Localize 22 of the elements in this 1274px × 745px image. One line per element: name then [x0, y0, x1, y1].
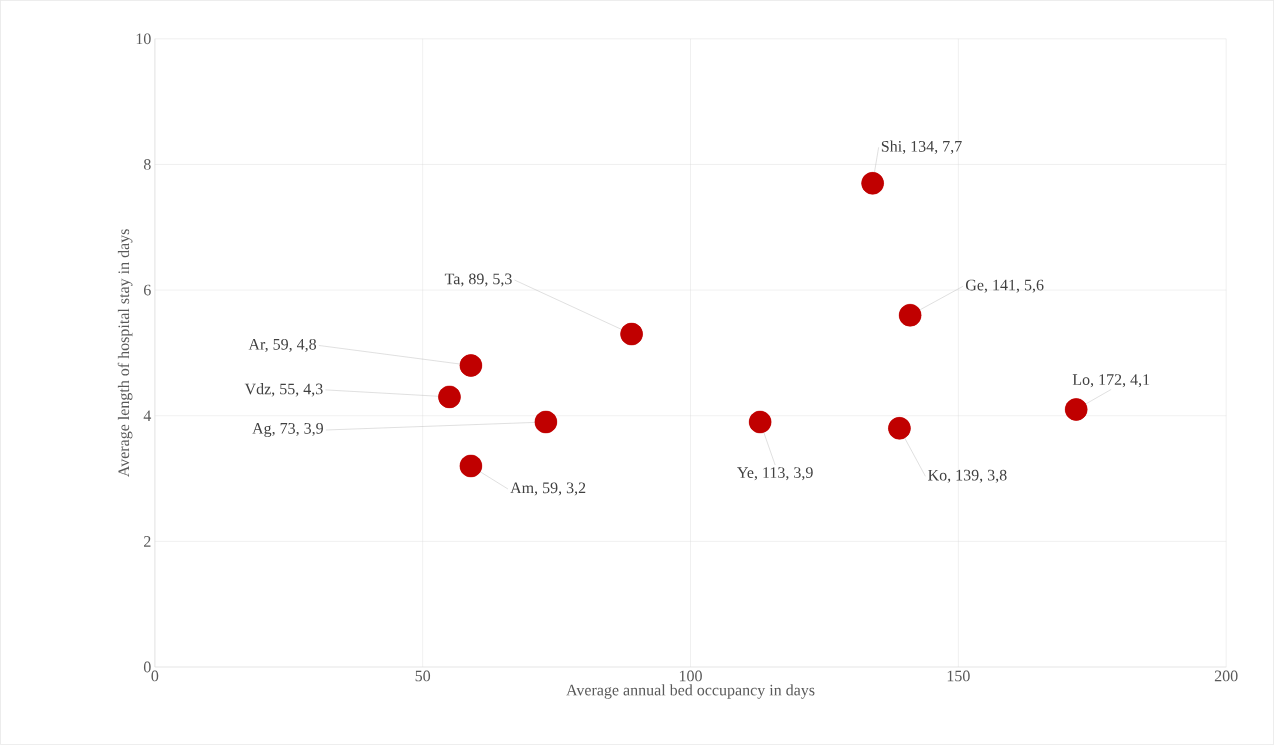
y-tick-label: 10	[136, 33, 151, 45]
x-tick-label: 200	[1214, 670, 1238, 682]
y-tick-label: 6	[144, 284, 151, 296]
annotation: Ta, 89, 5,3	[444, 273, 512, 287]
y-tick-label: 0	[143, 661, 151, 673]
annotation: Ag, 73, 3,9	[252, 423, 323, 438]
annotation: Lo, 172, 4,1	[1072, 374, 1150, 388]
annotation: Vdz, 55, 4,3	[244, 383, 323, 397]
x-tick-label: 50	[415, 670, 431, 682]
x-tick-label: 100	[679, 670, 702, 682]
x-axis-title: Average annual bed occupancy in days	[566, 684, 815, 699]
y-tick-label: 8	[143, 159, 151, 170]
annotation: Ye, 113, 3,9	[737, 467, 813, 481]
y-axis-title: Average length of hospital stay in days	[117, 229, 133, 478]
x-tick-label: 150	[947, 670, 970, 682]
annotation: Ko, 139, 3,8	[928, 469, 1007, 483]
y-tick-label: 4	[143, 410, 152, 422]
annotation: Am, 59, 3,2	[510, 482, 586, 496]
annotation: Ar, 59, 4,8	[248, 339, 317, 353]
annotation: Ge, 141, 5,6	[965, 279, 1044, 293]
y-tick-label: 2	[144, 536, 151, 547]
annotation: Shi, 134, 7,7	[881, 140, 962, 155]
